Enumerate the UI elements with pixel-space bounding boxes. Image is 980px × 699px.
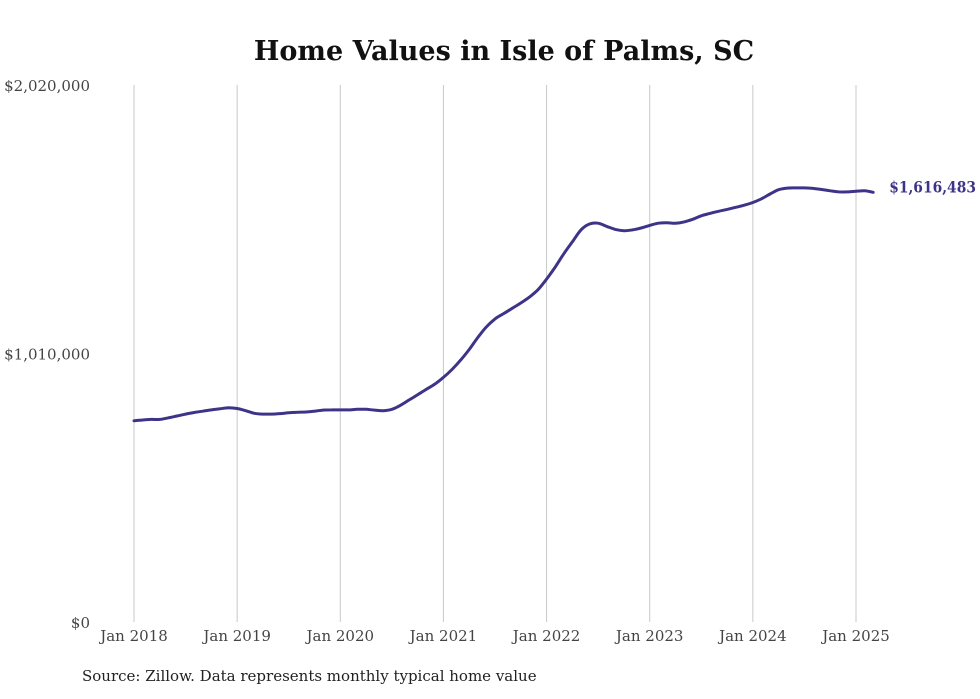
series-group <box>132 186 875 423</box>
y-tick-label: $0 <box>71 614 90 632</box>
x-tick-label: Jan 2025 <box>820 627 890 645</box>
x-tick-label: Jan 2024 <box>717 627 787 645</box>
x-tick-label: Jan 2019 <box>201 627 271 645</box>
x-axis: Jan 2018 Jan 2019 Jan 2020 Jan 2021 Jan 2022… <box>98 627 890 645</box>
y-axis: $0 $1,010,000 $2,020,000 <box>4 77 90 632</box>
x-tick-label: Jan 2022 <box>511 627 581 645</box>
y-tick-label: $1,010,000 <box>4 346 90 364</box>
x-tick-label: Jan 2023 <box>614 627 684 645</box>
chart-title: Home Values in Isle of Palms, SC <box>254 36 754 67</box>
series-line <box>132 186 875 423</box>
y-tick-label: $2,020,000 <box>4 77 90 95</box>
x-tick-label: Jan 2018 <box>98 627 168 645</box>
grid-lines <box>133 85 857 622</box>
source-note: Source: Zillow. Data represents monthly … <box>82 667 537 685</box>
end-value-label: $1,616,483 <box>889 177 976 196</box>
x-tick-label: Jan 2020 <box>305 627 375 645</box>
x-tick-label: Jan 2021 <box>408 627 478 645</box>
